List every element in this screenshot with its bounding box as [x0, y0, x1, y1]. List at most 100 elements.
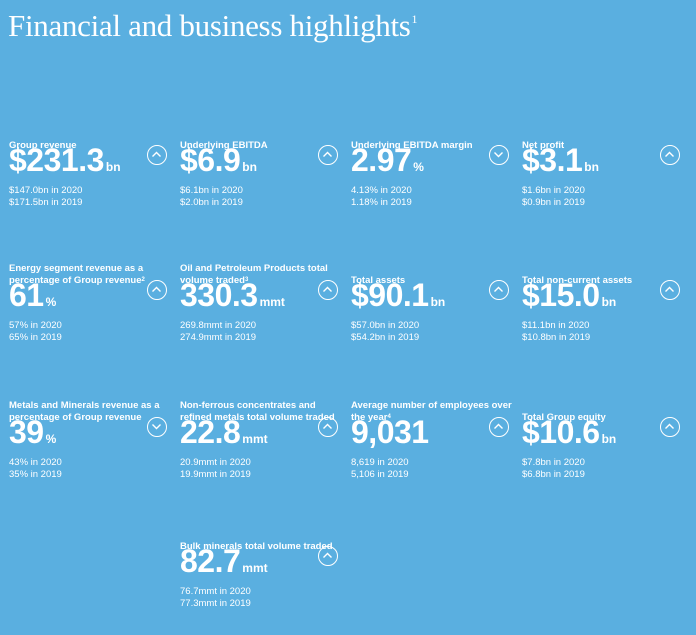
metric-value-row: 82.7 mmt [180, 541, 268, 581]
metric-value: $10.6 [522, 414, 600, 450]
metric-card-net-profit: Net profit $3.1 bn $1.6bn in 2020 $0.9bn … [522, 116, 688, 234]
metric-value: 2.97 [351, 142, 412, 178]
metric-value-row: 330.3 mmt [180, 275, 285, 315]
metric-value-row: $6.9 bn [180, 140, 257, 180]
chevron-down-icon [489, 145, 509, 165]
metric-unit: bn [601, 432, 617, 446]
metric-card-ebitda-margin: Underlying EBITDA margin 2.97% 4.13% in … [351, 116, 517, 234]
metric-prev-2020: 43% in 2020 [9, 457, 62, 468]
metric-card-metals-revenue-share: Metals and Minerals revenue as a percent… [9, 388, 175, 506]
metric-prev-2019: 19.9mmt in 2019 [180, 469, 251, 480]
metric-prev-2019: $171.5bn in 2019 [9, 197, 83, 208]
metric-value: 330.3 [180, 277, 258, 313]
metric-unit: bn [584, 160, 599, 174]
metric-value: $6.9 [180, 142, 241, 178]
metric-card-non-ferrous-volume: Non-ferrous concentrates and refined met… [180, 388, 346, 506]
chevron-up-icon [660, 145, 680, 165]
chevron-up-icon [489, 417, 509, 437]
metric-value: $15.0 [522, 277, 600, 313]
metric-prev-2019: $2.0bn in 2019 [180, 197, 243, 208]
metric-card-group-revenue: Group revenue $231.3 bn $147.0bn in 2020 … [9, 116, 175, 234]
metric-unit: % [45, 432, 57, 446]
metric-value-row: $3.1 bn [522, 140, 599, 180]
metric-label: Group revenue [9, 140, 77, 151]
metric-prev-2019: $10.8bn in 2019 [522, 332, 591, 343]
metric-label: Metals and Minerals revenue as a percent… [9, 400, 160, 423]
chevron-up-icon [318, 417, 338, 437]
chevron-up-icon [318, 145, 338, 165]
metric-value-row: $231.3 bn [9, 140, 121, 180]
metric-prev-2020: 4.13% in 2020 [351, 185, 412, 196]
metric-label: Underlying EBITDA [180, 140, 268, 151]
metric-value-row: 9,031 [351, 412, 431, 452]
metric-prev-2020: $147.0bn in 2020 [9, 185, 83, 196]
metric-value-row: 22.8 mmt [180, 412, 268, 452]
metric-prev-2019: 5,106 in 2019 [351, 469, 409, 480]
metric-value: 82.7 [180, 543, 241, 579]
metric-unit: mmt [259, 295, 285, 309]
metric-label: Non-ferrous concentrates and refined met… [180, 400, 335, 423]
metric-card-bulk-minerals-volume: Bulk minerals total volume traded 82.7 mm… [180, 517, 346, 635]
metric-value-row: 39% [9, 412, 56, 452]
metric-prev-2020: 269.8mmt in 2020 [180, 320, 257, 331]
metric-card-underlying-ebitda: Underlying EBITDA $6.9 bn $6.1bn in 2020 … [180, 116, 346, 234]
metric-value: $231.3 [9, 142, 104, 178]
metric-prev-2019: $6.8bn in 2019 [522, 469, 585, 480]
metric-prev-2020: 76.7mmt in 2020 [180, 586, 251, 597]
page-title-text: Financial and business highlights [8, 8, 411, 43]
metric-prev-2019: 35% in 2019 [9, 469, 62, 480]
metric-prev-2020: $57.0bn in 2020 [351, 320, 420, 331]
metric-card-total-group-equity: Total Group equity $10.6 bn $7.8bn in 202… [522, 388, 688, 506]
metric-prev-2020: $7.8bn in 2020 [522, 457, 585, 468]
metric-label: Energy segment revenue as a percentage o… [9, 263, 145, 286]
metric-value-row: 61% [9, 275, 56, 315]
chevron-up-icon [660, 280, 680, 300]
metric-prev-2019: 274.9mmt in 2019 [180, 332, 257, 343]
metric-label: Underlying EBITDA margin [351, 140, 473, 151]
chevron-up-icon [147, 145, 167, 165]
metric-value-row: 2.97% [351, 140, 424, 180]
metric-label: Total assets [351, 275, 406, 286]
page-title: Financial and business highlights1 [8, 8, 418, 44]
chevron-up-icon [318, 280, 338, 300]
metric-value: $3.1 [522, 142, 583, 178]
metric-card-non-current-assets: Total non-current assets $15.0 bn $11.1bn… [522, 251, 688, 369]
metric-prev-2020: 8,619 in 2020 [351, 457, 409, 468]
metric-footnote: 4 [387, 414, 391, 420]
chevron-up-icon [489, 280, 509, 300]
metric-footnote: 3 [244, 277, 249, 283]
metric-value: $90.1 [351, 277, 429, 313]
chevron-up-icon [660, 417, 680, 437]
metric-prev-2019: $54.2bn in 2019 [351, 332, 420, 343]
metric-label: Net profit [522, 140, 565, 151]
metric-prev-2019: 65% in 2019 [9, 332, 62, 343]
metric-value-row: $90.1 bn [351, 275, 445, 315]
metric-value: 39 [9, 414, 44, 450]
metric-value-row: $10.6 bn [522, 412, 616, 452]
metric-card-average-employees: Average number of employees over the yea… [351, 388, 517, 506]
chevron-up-icon [318, 546, 338, 566]
metric-prev-2020: $11.1bn in 2020 [522, 320, 590, 331]
metric-prev-2020: 20.9mmt in 2020 [180, 457, 251, 468]
metric-unit: mmt [242, 561, 268, 575]
metric-unit: % [45, 295, 57, 309]
metric-unit: bn [601, 295, 617, 309]
metric-unit: bn [242, 160, 257, 174]
metric-prev-2019: $0.9bn in 2019 [522, 197, 585, 208]
metric-unit: mmt [242, 432, 268, 446]
metric-value: 61 [9, 277, 44, 313]
metric-unit: bn [105, 160, 121, 174]
title-footnote: 1 [411, 12, 418, 26]
metric-unit: bn [430, 295, 446, 309]
chevron-up-icon [147, 280, 167, 300]
metric-prev-2019: 77.3mmt in 2019 [180, 598, 251, 609]
metric-label: Oil and Petroleum Products total volume … [180, 263, 328, 286]
metric-value: 22.8 [180, 414, 241, 450]
metric-value-row: $15.0 bn [522, 275, 616, 315]
metric-label: Bulk minerals total volume traded [180, 541, 333, 552]
metric-footnote: 2 [141, 277, 145, 283]
metric-unit: % [413, 160, 424, 174]
metric-prev-2019: 1.18% in 2019 [351, 197, 412, 208]
metric-label: Total non-current assets [522, 275, 633, 286]
metric-prev-2020: 57% in 2020 [9, 320, 62, 331]
